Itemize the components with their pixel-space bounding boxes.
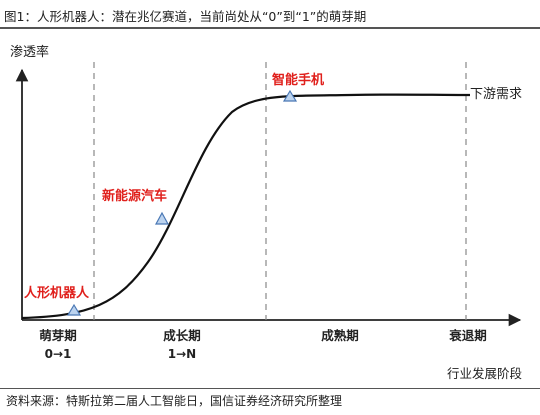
source-note: 资料来源：特斯拉第二届人工智能日，国信证券经济研究所整理	[6, 394, 343, 408]
y-axis-label: 渗透率	[10, 44, 49, 60]
x-axis-label: 行业发展阶段	[447, 366, 522, 381]
label-new-energy-vehicle: 新能源汽车	[102, 188, 167, 204]
marker-humanoid-robot	[66, 303, 82, 316]
label-smartphone: 智能手机	[272, 72, 324, 88]
bottom-rule	[0, 388, 540, 389]
figure-title: 图1：人形机器人：潜在兆亿赛道，当前尚处从“0”到“1”的萌芽期	[4, 9, 367, 24]
adoption-curve	[21, 93, 471, 320]
stage-label-maturity: 成熟期	[321, 328, 359, 343]
stage-label-emergence: 萌芽期	[39, 328, 77, 343]
stage-sub-growth: 1→N	[168, 347, 196, 361]
marker-smartphone	[282, 89, 298, 102]
marker-new-energy-vehicle	[154, 211, 170, 225]
label-humanoid-robot: 人形机器人	[24, 285, 90, 301]
stage-sub-emergence: 0→1	[45, 347, 72, 361]
label-downstream-demand: 下游需求	[470, 87, 522, 102]
stage-label-growth: 成长期	[163, 328, 201, 343]
top-rule	[0, 27, 540, 29]
stage-label-decline: 衰退期	[448, 328, 487, 343]
